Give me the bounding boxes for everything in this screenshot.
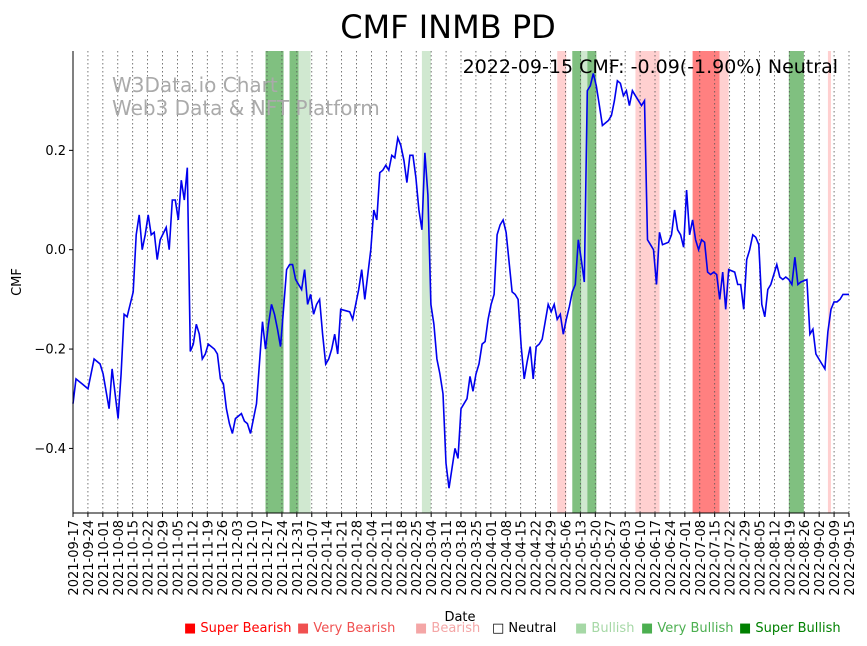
legend-label: Bearish [431, 621, 481, 636]
watermark-line-2: Web3 Data & NFT Platform [112, 96, 380, 120]
y-tick-label-0: −0.4 [34, 442, 66, 457]
signal-band-4 [557, 51, 567, 513]
legend-marker: ■ [184, 621, 201, 636]
x-tick-label-29: 2022-04-08 [500, 520, 515, 596]
x-tick-label-41: 2022-07-01 [679, 520, 694, 596]
legend-label: Super Bullish [755, 621, 841, 636]
signal-band-1 [289, 51, 299, 513]
signal-bands [265, 51, 831, 513]
x-tick-label-10: 2021-11-26 [216, 520, 231, 596]
legend-label: Very Bearish [313, 621, 396, 636]
x-tick-label-15: 2021-12-31 [291, 520, 306, 596]
x-tick-label-9: 2021-11-19 [201, 520, 216, 596]
x-tick-label-27: 2022-03-25 [470, 520, 485, 596]
latest-value-annotation: 2022-09-15 CMF: -0.09(-1.90%) Neutral [463, 56, 838, 78]
x-tick-label-22: 2022-02-18 [395, 520, 410, 596]
legend-label: Neutral [508, 621, 557, 636]
y-tick-label-3: 0.2 [45, 144, 66, 159]
signal-band-7 [587, 51, 597, 513]
x-tick-label-31: 2022-04-22 [530, 520, 545, 596]
x-tick-label-23: 2022-02-25 [410, 520, 425, 596]
x-tick-label-16: 2022-01-07 [306, 520, 321, 596]
x-tick-label-46: 2022-08-05 [753, 520, 768, 596]
x-tick-label-19: 2022-01-28 [351, 520, 366, 596]
legend-label: Super Bearish [200, 621, 292, 636]
x-tick-label-28: 2022-04-01 [485, 520, 500, 596]
legend-item-neutral: □ Neutral [492, 621, 556, 636]
x-tick-label-47: 2022-08-12 [768, 520, 783, 596]
x-tick-label-24: 2022-03-04 [425, 520, 440, 596]
y-tick-label-1: −0.2 [34, 343, 66, 358]
signal-band-12 [827, 51, 831, 513]
x-ticks: 2021-09-17 2021-09-24 2021-10-01 2021-10-08… [67, 513, 858, 596]
x-tick-label-38: 2022-06-10 [634, 520, 649, 596]
watermark-line-1: W3Data.io Chart [112, 73, 278, 97]
x-tick-label-11: 2021-12-03 [231, 520, 246, 596]
legend-marker: ■ [739, 621, 756, 636]
x-tick-label-52: 2022-09-15 [843, 520, 858, 596]
legend-marker: ■ [641, 621, 658, 636]
signal-band-11 [788, 51, 804, 513]
cmf-series-line [72, 73, 849, 489]
x-tick-label-43: 2022-07-15 [709, 520, 724, 596]
x-tick-label-44: 2022-07-22 [724, 520, 739, 596]
x-tick-label-32: 2022-04-29 [545, 520, 560, 596]
legend-label: Very Bullish [657, 621, 734, 636]
x-tick-label-14: 2021-12-24 [276, 520, 291, 596]
x-tick-label-25: 2022-03-11 [440, 520, 455, 596]
signal-band-5 [572, 51, 582, 513]
signal-band-3 [421, 51, 431, 513]
legend-marker: ■ [297, 621, 314, 636]
legend-item-bearish: ■ Bearish [415, 621, 480, 636]
legend-label: Bullish [591, 621, 635, 636]
legend-item-super-bearish: ■ Super Bearish [184, 621, 292, 636]
x-tick-label-3: 2021-10-08 [112, 520, 127, 596]
legend-item-bullish: ■ Bullish [575, 621, 634, 636]
x-tick-label-0: 2021-09-17 [67, 520, 82, 596]
x-tick-label-4: 2021-10-15 [127, 520, 142, 596]
x-tick-label-6: 2021-10-29 [157, 520, 172, 596]
y-axis-label: CMF [10, 268, 25, 296]
x-tick-label-7: 2021-11-05 [171, 520, 186, 596]
legend-marker: ■ [575, 621, 592, 636]
signal-band-0 [265, 51, 284, 513]
x-tick-label-42: 2022-07-08 [694, 520, 709, 596]
legend-item-very-bearish: ■ Very Bearish [297, 621, 395, 636]
legend-marker: □ [492, 621, 509, 636]
x-tick-label-39: 2022-06-17 [649, 520, 664, 596]
x-tick-label-48: 2022-08-19 [783, 520, 798, 596]
x-tick-label-51: 2022-09-09 [828, 520, 843, 596]
x-tick-label-17: 2022-01-14 [321, 520, 336, 596]
x-tick-label-18: 2022-01-21 [336, 520, 351, 596]
x-tick-label-36: 2022-05-27 [604, 520, 619, 596]
x-axis-label: Date [444, 610, 475, 625]
x-tick-label-40: 2022-06-24 [664, 520, 679, 596]
x-tick-label-34: 2022-05-13 [574, 520, 589, 596]
x-tick-label-5: 2021-10-22 [142, 520, 157, 596]
x-tick-label-33: 2022-05-06 [559, 520, 574, 596]
legend-item-very-bullish: ■ Very Bullish [641, 621, 733, 636]
x-tick-label-37: 2022-06-03 [619, 520, 634, 596]
x-tick-label-13: 2021-12-17 [261, 520, 276, 596]
x-tick-label-30: 2022-04-15 [515, 520, 530, 596]
legend-marker: ■ [415, 621, 432, 636]
x-tick-label-12: 2021-12-10 [246, 520, 261, 596]
x-tick-label-26: 2022-03-18 [455, 520, 470, 596]
x-tick-label-21: 2022-02-11 [380, 520, 395, 596]
x-tick-label-20: 2022-02-04 [365, 520, 380, 596]
chart-title: CMF INMB PD [340, 8, 556, 46]
legend-item-super-bullish: ■ Super Bullish [739, 621, 841, 636]
x-tick-label-35: 2022-05-20 [589, 520, 604, 596]
x-tick-label-8: 2021-11-12 [186, 520, 201, 596]
y-tick-label-2: 0.0 [45, 243, 66, 258]
x-tick-label-45: 2022-07-29 [739, 520, 754, 596]
y-ticks: −0.4 −0.2 0.0 0.2 [34, 144, 73, 457]
x-tick-label-1: 2021-09-24 [82, 520, 97, 596]
signal-band-2 [298, 51, 311, 513]
x-tick-label-2: 2021-10-01 [97, 520, 112, 596]
signal-band-9 [692, 51, 720, 513]
x-tick-label-50: 2022-09-02 [813, 520, 828, 596]
x-tick-label-49: 2022-08-26 [798, 520, 813, 596]
